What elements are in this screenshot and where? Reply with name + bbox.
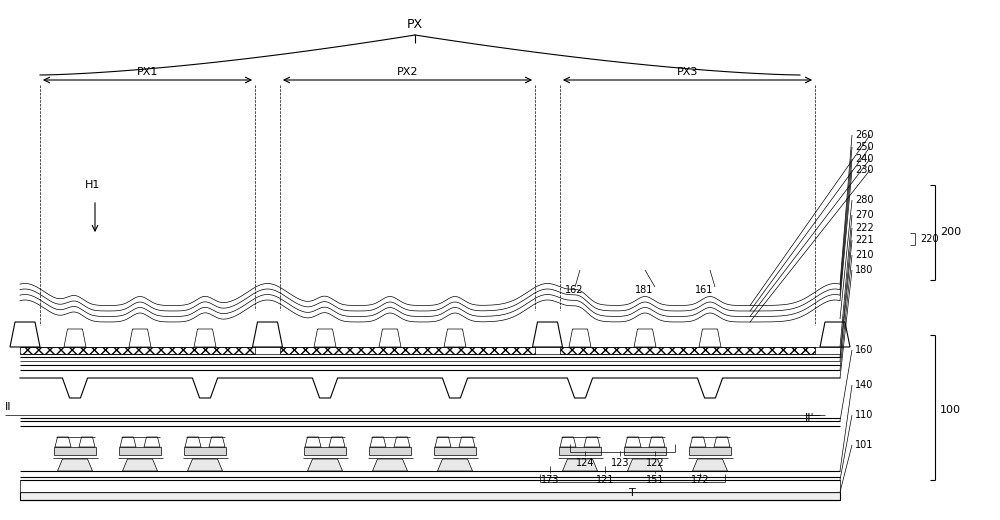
Text: 123: 123 bbox=[611, 458, 629, 468]
Text: 221: 221 bbox=[855, 235, 874, 245]
Text: PX: PX bbox=[407, 19, 423, 32]
Polygon shape bbox=[329, 437, 345, 447]
Text: 270: 270 bbox=[855, 210, 874, 220]
Bar bbox=[20, 492, 840, 500]
Polygon shape bbox=[185, 437, 201, 447]
Bar bbox=[184, 447, 226, 455]
Bar bbox=[20, 347, 255, 354]
Polygon shape bbox=[370, 437, 386, 447]
Polygon shape bbox=[438, 459, 473, 471]
Polygon shape bbox=[435, 437, 451, 447]
Polygon shape bbox=[194, 329, 216, 347]
Polygon shape bbox=[314, 329, 336, 347]
Text: PX3: PX3 bbox=[677, 67, 698, 77]
Text: 124: 124 bbox=[576, 458, 594, 468]
Polygon shape bbox=[820, 322, 850, 347]
Polygon shape bbox=[628, 459, 662, 471]
Text: II': II' bbox=[805, 413, 815, 423]
Polygon shape bbox=[690, 437, 706, 447]
Polygon shape bbox=[372, 459, 408, 471]
Text: 161: 161 bbox=[695, 285, 713, 295]
Bar bbox=[369, 447, 411, 455]
Polygon shape bbox=[532, 322, 562, 347]
Bar bbox=[54, 447, 96, 455]
Text: 260: 260 bbox=[855, 130, 874, 140]
Bar bbox=[304, 447, 346, 455]
Bar bbox=[119, 447, 161, 455]
Polygon shape bbox=[634, 329, 656, 347]
Text: 240: 240 bbox=[855, 154, 874, 164]
Polygon shape bbox=[308, 459, 342, 471]
Polygon shape bbox=[714, 437, 730, 447]
Text: 250: 250 bbox=[855, 142, 874, 152]
Polygon shape bbox=[562, 459, 598, 471]
Polygon shape bbox=[209, 437, 225, 447]
Polygon shape bbox=[122, 459, 158, 471]
Polygon shape bbox=[692, 459, 728, 471]
Polygon shape bbox=[79, 437, 95, 447]
Polygon shape bbox=[188, 459, 222, 471]
Polygon shape bbox=[252, 322, 283, 347]
Text: 173: 173 bbox=[541, 475, 559, 485]
Text: T: T bbox=[629, 488, 636, 498]
Text: 200: 200 bbox=[940, 227, 961, 237]
Text: 220: 220 bbox=[920, 234, 939, 244]
Polygon shape bbox=[699, 329, 721, 347]
Bar bbox=[624, 447, 666, 455]
Text: 230: 230 bbox=[855, 165, 874, 175]
Bar bbox=[280, 347, 535, 354]
Text: 100: 100 bbox=[940, 405, 961, 415]
Bar bbox=[559, 447, 601, 455]
Polygon shape bbox=[55, 437, 71, 447]
Polygon shape bbox=[584, 437, 600, 447]
Polygon shape bbox=[379, 329, 401, 347]
Text: PX2: PX2 bbox=[397, 67, 418, 77]
Bar bbox=[20, 480, 840, 492]
Text: 172: 172 bbox=[691, 475, 709, 485]
Bar bbox=[560, 347, 815, 354]
Polygon shape bbox=[10, 322, 40, 347]
Polygon shape bbox=[649, 437, 665, 447]
Text: 121: 121 bbox=[596, 475, 614, 485]
Text: 122: 122 bbox=[646, 458, 664, 468]
Text: 280: 280 bbox=[855, 195, 874, 205]
Text: 181: 181 bbox=[635, 285, 653, 295]
Polygon shape bbox=[129, 329, 151, 347]
Text: 210: 210 bbox=[855, 250, 874, 260]
Bar bbox=[434, 447, 476, 455]
Text: II: II bbox=[5, 402, 12, 412]
Text: 222: 222 bbox=[855, 223, 874, 233]
Bar bbox=[689, 447, 731, 455]
Polygon shape bbox=[394, 437, 410, 447]
Polygon shape bbox=[625, 437, 641, 447]
Text: 140: 140 bbox=[855, 380, 873, 390]
Text: 110: 110 bbox=[855, 410, 873, 420]
Polygon shape bbox=[305, 437, 321, 447]
Polygon shape bbox=[120, 437, 136, 447]
Polygon shape bbox=[144, 437, 160, 447]
Text: 151: 151 bbox=[646, 475, 664, 485]
Polygon shape bbox=[569, 329, 591, 347]
Text: 180: 180 bbox=[855, 265, 873, 275]
Polygon shape bbox=[444, 329, 466, 347]
Text: 101: 101 bbox=[855, 440, 873, 450]
Polygon shape bbox=[64, 329, 86, 347]
Text: PX1: PX1 bbox=[137, 67, 158, 77]
Text: 160: 160 bbox=[855, 345, 873, 355]
Text: 162: 162 bbox=[565, 285, 584, 295]
Text: H1: H1 bbox=[85, 180, 100, 190]
Polygon shape bbox=[459, 437, 475, 447]
Polygon shape bbox=[58, 459, 92, 471]
Polygon shape bbox=[560, 437, 576, 447]
